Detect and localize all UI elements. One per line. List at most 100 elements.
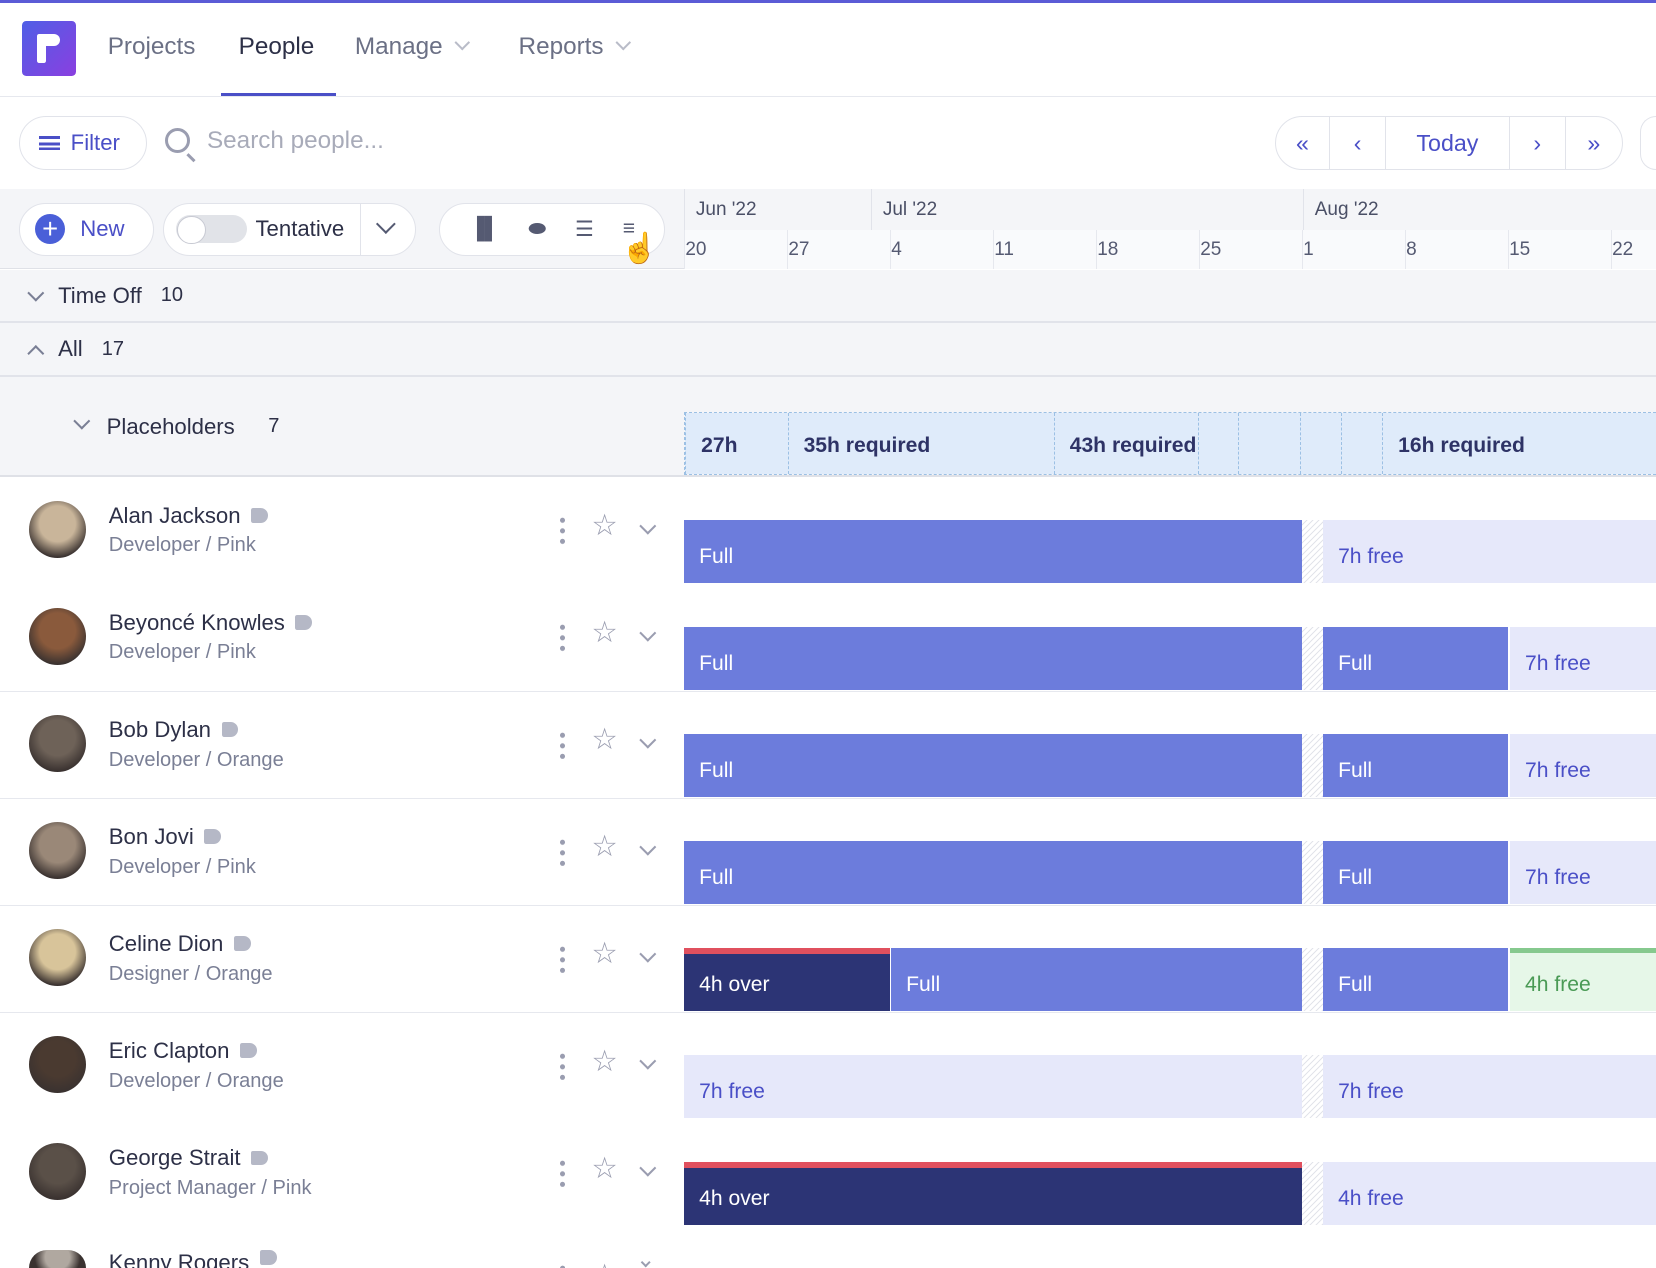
more-options-icon[interactable] — [559, 622, 565, 653]
tag-icon[interactable] — [251, 507, 268, 523]
placeholder-cell[interactable]: 27h — [685, 412, 788, 475]
tag-icon[interactable] — [204, 829, 222, 845]
chevron-down-icon[interactable] — [639, 1052, 657, 1070]
tag-icon[interactable] — [221, 722, 239, 737]
star-icon[interactable]: ☆ — [591, 1261, 618, 1268]
placeholder-cell[interactable]: 16h required — [1382, 412, 1656, 475]
person-name[interactable]: Bob Dylan — [109, 717, 239, 742]
search-input[interactable]: Search people... — [206, 126, 384, 154]
allocation-bar[interactable]: Full — [1323, 733, 1509, 798]
placeholder-cell[interactable] — [1299, 412, 1342, 475]
extra-button[interactable] — [1640, 116, 1656, 171]
star-icon[interactable]: ☆ — [591, 830, 618, 864]
new-button[interactable]: + New — [19, 202, 155, 256]
tag-icon[interactable] — [259, 1250, 277, 1265]
placeholder-cell[interactable] — [1237, 412, 1300, 475]
tag-icon[interactable] — [233, 936, 251, 952]
avatar[interactable] — [28, 607, 86, 665]
allocation-bar[interactable]: 7h free — [1323, 1055, 1656, 1119]
person-name[interactable]: Alan Jackson — [109, 503, 268, 528]
allocation-bar[interactable]: 4h over — [684, 1162, 1303, 1226]
allocation-bar[interactable]: Full — [1323, 840, 1509, 905]
avatar[interactable] — [28, 821, 86, 879]
allocation-bar[interactable]: Full — [684, 519, 1303, 583]
avatar[interactable] — [28, 1250, 86, 1268]
avatar[interactable] — [28, 1036, 86, 1094]
tag-icon[interactable] — [251, 1150, 268, 1166]
allocation-bar[interactable]: 7h free — [1510, 626, 1656, 691]
star-icon[interactable]: ☆ — [591, 937, 618, 971]
more-options-icon[interactable] — [559, 836, 565, 867]
chevron-down-icon[interactable] — [639, 517, 657, 534]
next-button[interactable]: › — [1510, 117, 1566, 170]
search-people[interactable]: Search people... — [164, 126, 384, 155]
more-options-icon[interactable] — [559, 729, 565, 760]
allocation-bar[interactable]: Full — [684, 626, 1303, 691]
allocation-bar[interactable]: Full — [1323, 626, 1509, 691]
person-name[interactable]: Eric Clapton — [109, 1038, 257, 1063]
chevron-down-icon[interactable] — [639, 731, 657, 748]
chevron-down-icon[interactable] — [639, 945, 657, 962]
star-icon[interactable]: ☆ — [591, 1151, 618, 1185]
chevron-down-icon[interactable] — [639, 624, 657, 641]
group-time-off[interactable]: Time Off 10 — [0, 270, 1656, 324]
placeholder-cell[interactable]: 43h required — [1053, 412, 1198, 475]
chevron-down-icon[interactable] — [73, 412, 91, 430]
allocation-bar[interactable]: 4h free — [1510, 947, 1656, 1012]
chevron-down-icon[interactable] — [640, 1257, 652, 1268]
avatar[interactable] — [28, 1143, 86, 1201]
star-icon[interactable]: ☆ — [591, 1044, 618, 1078]
star-icon[interactable]: ☆ — [591, 616, 618, 650]
placeholder-cell[interactable] — [1197, 412, 1238, 475]
person-name[interactable]: Bon Jovi — [109, 824, 222, 849]
allocation-bar[interactable]: 7h free — [1510, 840, 1656, 905]
star-icon[interactable]: ☆ — [591, 723, 618, 757]
person-name[interactable]: Celine Dion — [109, 931, 251, 956]
nav-people[interactable]: People — [239, 33, 315, 61]
avatar[interactable] — [28, 928, 86, 986]
more-options-icon[interactable] — [559, 1157, 565, 1188]
more-options-icon[interactable] — [559, 515, 565, 545]
app-logo[interactable] — [22, 21, 77, 77]
chevron-down-icon[interactable] — [639, 1159, 657, 1177]
person-name[interactable]: Kenny Rogers — [109, 1250, 277, 1268]
sort-list-icon[interactable]: ≡ — [622, 217, 636, 241]
tentative-toggle[interactable] — [176, 214, 248, 245]
first-page-button[interactable]: « — [1276, 117, 1331, 170]
placeholder-cell[interactable] — [1341, 412, 1383, 475]
avatar[interactable] — [28, 714, 86, 772]
avatar[interactable] — [28, 500, 86, 558]
tag-icon[interactable] — [240, 1043, 257, 1059]
allocation-bar[interactable]: 4h free — [1323, 1162, 1656, 1226]
allocation-bar[interactable]: 7h free — [1510, 733, 1656, 798]
chevron-down-icon[interactable] — [639, 838, 657, 855]
star-icon[interactable]: ☆ — [591, 509, 618, 543]
nav-projects[interactable]: Projects — [108, 33, 196, 61]
bar-chart-icon[interactable]: ▐▌ — [469, 217, 500, 241]
week-tick: 4 — [890, 230, 993, 270]
group-all[interactable]: All 17 — [0, 323, 1656, 378]
last-page-button[interactable]: » — [1587, 129, 1601, 156]
person-name[interactable]: George Strait — [109, 1145, 268, 1170]
allocation-bar[interactable]: 7h free — [684, 1055, 1303, 1119]
chevron-down-icon[interactable] — [376, 214, 396, 235]
allocation-bar[interactable]: Full — [684, 840, 1303, 905]
prev-button[interactable]: ‹ — [1330, 117, 1386, 170]
allocation-bar[interactable]: Full — [1323, 947, 1509, 1012]
person-name[interactable]: Beyoncé Knowles — [109, 610, 313, 635]
more-options-icon[interactable] — [559, 1050, 565, 1081]
list-icon[interactable]: ☰ — [575, 218, 594, 242]
toggle-icon[interactable]: ⬬ — [528, 217, 547, 241]
today-button[interactable]: Today — [1386, 117, 1510, 170]
filter-button[interactable]: Filter — [19, 116, 147, 171]
allocation-bar[interactable]: 7h free — [1323, 519, 1656, 583]
more-options-icon[interactable] — [559, 1262, 565, 1268]
allocation-bar[interactable]: 4h over — [684, 947, 891, 1012]
nav-reports[interactable]: Reports — [519, 33, 632, 61]
tag-icon[interactable] — [295, 615, 313, 630]
allocation-bar[interactable]: Full — [891, 947, 1303, 1012]
allocation-bar[interactable]: Full — [684, 733, 1303, 798]
more-options-icon[interactable] — [559, 943, 565, 974]
nav-manage[interactable]: Manage — [355, 33, 471, 61]
placeholder-cell[interactable]: 35h required — [787, 412, 1054, 475]
